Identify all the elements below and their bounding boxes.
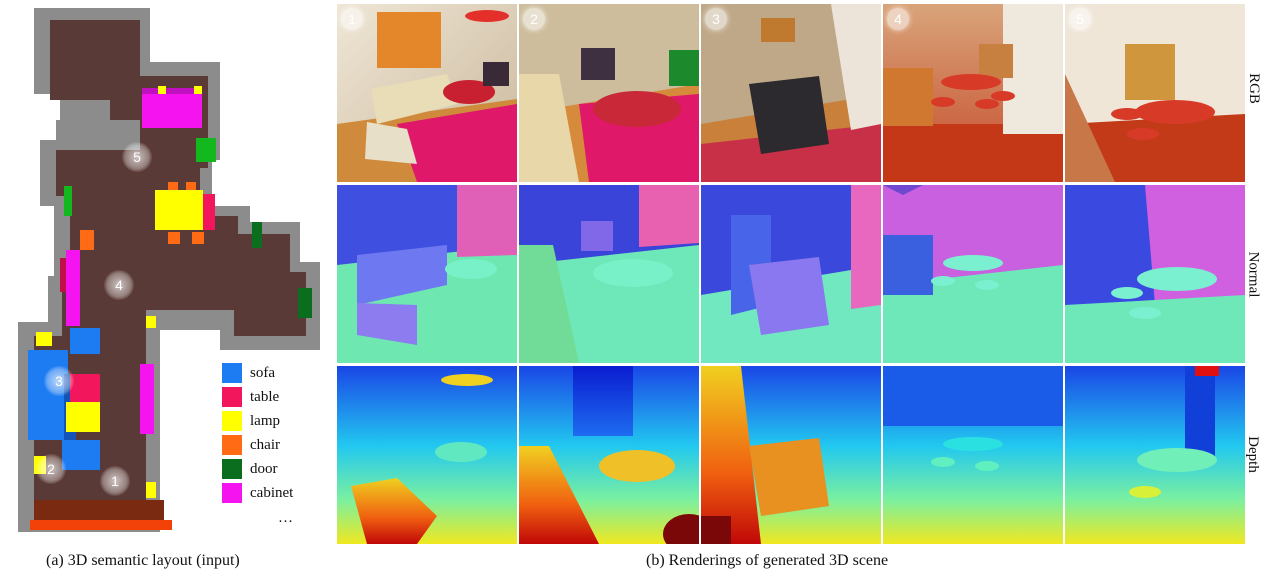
legend-label: table [250,389,280,405]
legend-swatch [222,387,242,407]
normal-render-view-4 [883,185,1063,363]
view-badge: 1 [341,8,363,30]
renderings-grid: 1 2 3 4 [337,4,1246,544]
normal-render-view-1 [337,185,517,363]
legend-label: sofa [250,365,275,381]
semantic-layout-figure: 5 4 3 2 1 sofa table lamp chair door cab… [0,0,320,540]
rgb-render-view-3: 3 [701,4,881,182]
legend-item: cabinet [222,482,322,504]
rgb-render-view-1: 1 [337,4,517,182]
layout-marker: 2 [36,454,66,484]
legend-label: lamp [250,413,280,429]
legend-swatch [222,411,242,431]
depth-render-view-5 [1065,366,1245,544]
floorplan-illustration [18,8,320,532]
legend-swatch [222,435,242,455]
legend-swatch [222,483,242,503]
view-badge: 3 [705,8,727,30]
legend-swatch [222,363,242,383]
legend-item: lamp [222,410,322,432]
view-badge: 5 [1069,8,1091,30]
legend-ellipsis: … [278,510,293,526]
layout-marker: 5 [122,142,152,172]
depth-render-view-3 [701,366,881,544]
depth-render-view-2 [519,366,699,544]
rgb-render-view-5: 5 [1065,4,1245,182]
legend-swatch [222,459,242,479]
caption-right: (b) Renderings of generated 3D scene [646,552,889,569]
legend-label: chair [250,437,280,453]
normal-render-view-5 [1065,185,1245,363]
normal-render-view-3 [701,185,881,363]
normal-render-view-2 [519,185,699,363]
layout-marker: 4 [104,270,134,300]
row-label-depth: Depth [1244,436,1261,473]
depth-render-view-4 [883,366,1063,544]
legend-label: cabinet [250,485,294,501]
legend-item: door [222,458,322,480]
view-badge: 2 [523,8,545,30]
view-badge: 4 [887,8,909,30]
legend-item: table [222,386,322,408]
legend-item: chair [222,434,322,456]
legend-label: door [250,461,278,477]
legend-item: sofa [222,362,322,384]
rgb-render-view-4: 4 [883,4,1063,182]
layout-marker: 3 [44,366,74,396]
depth-render-view-1 [337,366,517,544]
layout-marker: 1 [100,466,130,496]
row-label-normal: Normal [1245,251,1262,298]
rgb-render-view-2: 2 [519,4,699,182]
row-label-rgb: RGB [1245,73,1262,104]
caption-left: (a) 3D semantic layout (input) [46,552,240,569]
